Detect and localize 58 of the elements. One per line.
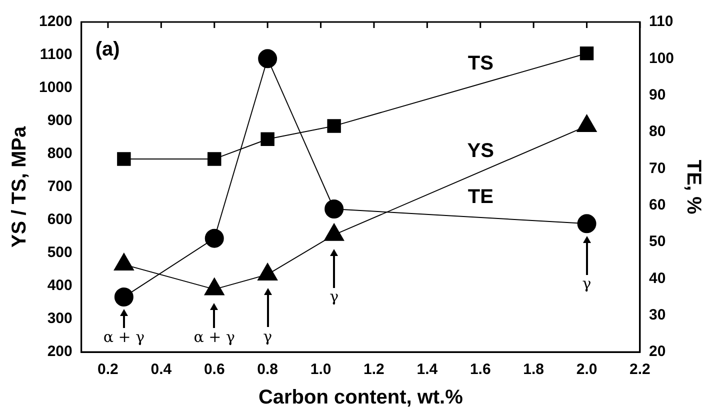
point: [114, 288, 134, 306]
annotation: γ: [263, 327, 272, 346]
y-tick-label: 800: [47, 145, 72, 162]
annotation: (a): [95, 38, 120, 61]
point: [114, 253, 134, 271]
point: [258, 49, 278, 68]
series-label: YS: [467, 140, 494, 162]
point: [577, 214, 596, 234]
y2-tick-label: 40: [648, 270, 666, 287]
y2-tick-label: 110: [648, 13, 674, 30]
point: [204, 228, 224, 248]
y2-tick-label: 90: [648, 86, 666, 104]
y2-tick-label: 30: [648, 306, 666, 324]
x-tick-label: 2.2: [630, 361, 650, 378]
annotation: γ: [330, 288, 339, 306]
point: [324, 223, 344, 241]
y-tick-label: 300: [47, 310, 72, 328]
y-tick-label: 200: [47, 343, 72, 360]
y2-tick-label: 50: [648, 233, 666, 250]
y-tick-label: 1100: [40, 46, 72, 64]
x-tick-label: 1.0: [310, 361, 332, 378]
y-tick-label: 600: [47, 211, 72, 228]
y-tick-label: 1200: [38, 13, 72, 30]
y2-axis-title: TE, %: [682, 160, 704, 214]
annotation: α + γ: [194, 328, 235, 346]
series-label: TE: [468, 186, 494, 208]
point: [260, 132, 274, 146]
point: [580, 46, 594, 60]
point: [208, 152, 222, 166]
x-tick-label: 1.8: [523, 361, 544, 378]
series-label: TS: [468, 52, 494, 74]
annotation: α + γ: [103, 328, 145, 346]
y-tick-label: 1000: [38, 79, 72, 96]
point: [327, 119, 341, 133]
point: [324, 200, 344, 218]
y-tick-label: 900: [47, 112, 72, 130]
y-tick-label: 400: [47, 277, 72, 294]
point: [258, 262, 278, 280]
point: [204, 278, 224, 296]
y-tick-label: 500: [47, 244, 72, 262]
x-tick-label: 1.2: [364, 361, 384, 378]
y2-tick-label: 70: [648, 160, 666, 177]
x-tick-label: 0.2: [98, 361, 118, 378]
x-tick-label: 0.6: [204, 361, 225, 378]
y2-tick-label: 80: [648, 123, 666, 140]
y2-tick-label: 60: [648, 196, 666, 214]
x-tick-label: 1.4: [416, 361, 438, 378]
x-tick-label: 0.8: [257, 361, 278, 378]
y-axis-title: YS / TS, MPa: [8, 126, 31, 248]
x-tick-label: 1.6: [470, 361, 491, 378]
x-tick-label: 2.0: [576, 361, 598, 378]
annotation: γ: [582, 274, 592, 293]
y-tick-label: 700: [47, 178, 72, 196]
x-tick-label: 0.4: [150, 361, 172, 378]
y2-tick-label: 20: [648, 343, 666, 360]
x-axis-title: Carbon content, wt.%: [258, 386, 464, 409]
y2-tick-label: 100: [648, 50, 674, 67]
point: [117, 152, 131, 166]
